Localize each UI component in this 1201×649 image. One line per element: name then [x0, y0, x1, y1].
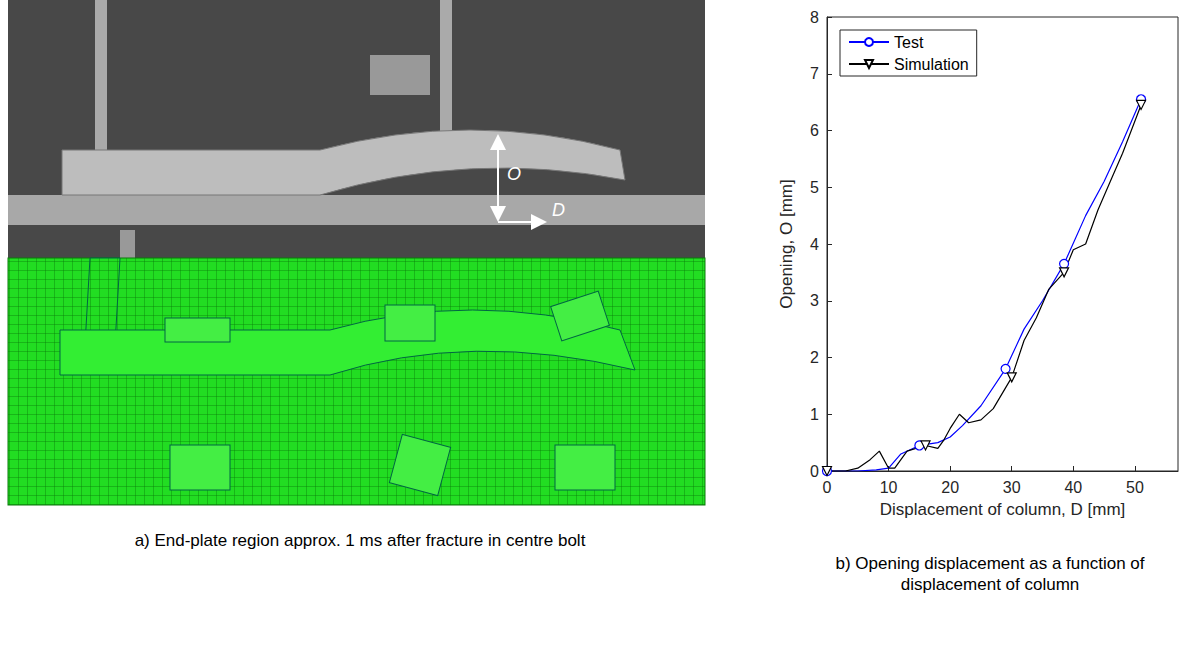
svg-text:1: 1: [810, 406, 819, 423]
svg-text:20: 20: [941, 479, 959, 496]
svg-text:Opening, O [mm]: Opening, O [mm]: [777, 179, 796, 308]
svg-text:5: 5: [810, 179, 819, 196]
svg-text:O: O: [507, 164, 521, 184]
svg-text:50: 50: [1126, 479, 1144, 496]
svg-text:40: 40: [1064, 479, 1082, 496]
svg-text:8: 8: [810, 9, 819, 26]
svg-text:30: 30: [1003, 479, 1021, 496]
html-text:a) End-plate region approx. 1: a) End-plate region approx. 1 ms after f…: [134, 531, 586, 550]
html-text:b) Opening displacement as a f: b) Opening displacement as a function of…: [835, 554, 1145, 594]
svg-text:3: 3: [810, 292, 819, 309]
svg-text:Displacement of column, D [mm]: Displacement of column, D [mm]: [880, 500, 1126, 519]
svg-text:6: 6: [810, 122, 819, 139]
svg-text:7: 7: [810, 65, 819, 82]
svg-text:Test: Test: [894, 34, 924, 51]
svg-text:0: 0: [810, 463, 819, 480]
svg-text:2: 2: [810, 349, 819, 366]
svg-text:4: 4: [810, 236, 819, 253]
svg-text:Simulation: Simulation: [894, 56, 969, 73]
svg-text:D: D: [552, 200, 565, 220]
svg-text:0: 0: [823, 479, 832, 496]
svg-text:10: 10: [880, 479, 898, 496]
